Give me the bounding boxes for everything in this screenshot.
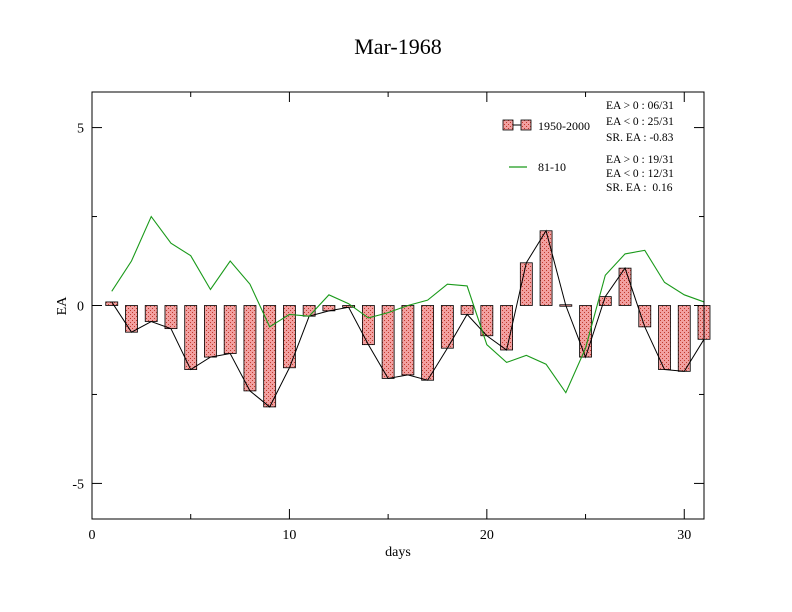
- x-axis-label: days: [385, 545, 411, 560]
- annotation-1950-2000-ea-negative: EA < 0 : 25/31: [606, 116, 674, 128]
- bar-day-4: [164, 305, 178, 330]
- bar-day-6: [204, 305, 217, 358]
- bar-day-30: [677, 305, 691, 372]
- line-series-1950-2000: [111, 229, 705, 408]
- legend-label-1950-2000: 1950-2000: [538, 119, 590, 133]
- bar-day-3: [144, 305, 158, 322]
- annotation-1950-2000-ea-positive: EA > 0 : 06/31: [606, 100, 674, 112]
- bar-day-14: [361, 305, 375, 346]
- line-series-81-10: [111, 215, 705, 394]
- y-tick-label: 0: [77, 300, 84, 315]
- plot-area: 0 10 20 30 -5 0 5: [72, 91, 711, 543]
- bar-day-7: [223, 305, 237, 354]
- bar-day-16: [401, 305, 415, 376]
- bar-day-23: [539, 230, 553, 306]
- x-tick-label: 20: [480, 528, 494, 543]
- annotation-81-10-sr-ea: SR. EA : 0.16: [606, 182, 673, 194]
- annotation-81-10-ea-negative: EA < 0 : 12/31: [606, 168, 674, 180]
- bar-day-9: [263, 305, 277, 408]
- y-tick-label: -5: [72, 477, 84, 492]
- bar-series-1950-2000: [105, 230, 711, 408]
- bar-day-19: [460, 305, 474, 315]
- bar-day-2: [125, 305, 138, 333]
- bar-day-22: [519, 262, 533, 306]
- legend: 1950-2000 81-10 EA > 0 : 06/31 EA < 0 : …: [502, 100, 674, 194]
- bar-day-28: [638, 305, 652, 328]
- legend-label-81-10: 81-10: [538, 160, 566, 174]
- legend-swatch-1950-2000-right: [520, 119, 532, 131]
- y-tick-label: 5: [77, 122, 84, 137]
- chart-title: Mar-1968: [354, 34, 442, 59]
- legend-swatch-1950-2000-left: [502, 119, 514, 131]
- bar-day-8: [243, 305, 257, 392]
- x-tick-label: 0: [89, 528, 96, 543]
- x-tick-label: 30: [677, 528, 691, 543]
- bar-day-21: [500, 305, 513, 351]
- x-tick-label: 10: [282, 528, 296, 543]
- y-axis-label: EA: [55, 296, 70, 316]
- annotation-1950-2000-sr-ea: SR. EA : -0.83: [606, 132, 674, 144]
- bar-day-15: [381, 305, 395, 379]
- bar-day-17: [421, 305, 435, 381]
- annotation-81-10-ea-positive: EA > 0 : 19/31: [606, 154, 674, 166]
